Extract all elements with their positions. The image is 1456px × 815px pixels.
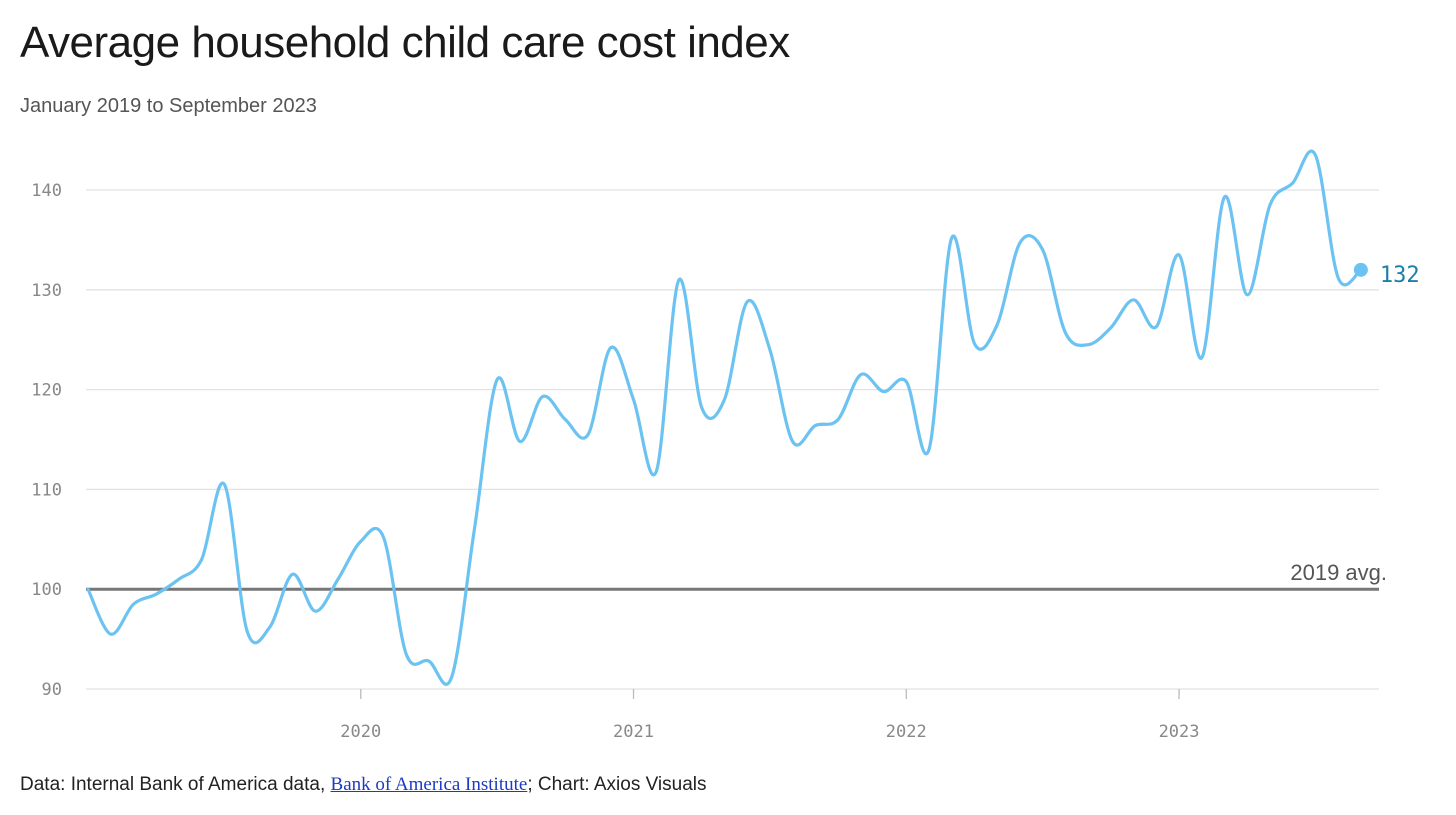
credit-text: ; Chart: Axios Visuals — [527, 774, 707, 795]
x-tick-label: 2020 — [340, 722, 381, 742]
y-tick-label: 130 — [31, 281, 62, 301]
source-text: Data: Internal Bank of America data, — [20, 774, 331, 795]
x-tick-label: 2023 — [1159, 722, 1200, 742]
y-tick-label: 110 — [31, 480, 62, 500]
y-tick-label: 90 — [42, 680, 62, 700]
x-tick-label: 2021 — [613, 722, 654, 742]
source-link[interactable]: Bank of America Institute — [330, 774, 528, 795]
chart-title: Average household child care cost index — [20, 18, 790, 67]
series-group: 132 — [86, 149, 1420, 686]
source-footer: Data: Internal Bank of America data, Ban… — [20, 774, 707, 796]
y-tick-label: 120 — [31, 381, 62, 401]
y-tick-label: 140 — [31, 181, 62, 201]
end-point-marker — [1353, 262, 1368, 277]
x-axis: 2020 2021 2022 2023 — [340, 689, 1200, 742]
x-tick-label: 2022 — [886, 722, 927, 742]
series-line — [86, 149, 1363, 686]
y-tick-label: 100 — [31, 580, 62, 600]
reference-line-label: 2019 avg. — [1290, 560, 1387, 585]
end-value-label: 132 — [1380, 263, 1420, 288]
chart-subtitle: January 2019 to September 2023 — [20, 95, 317, 117]
reference-line-group: 2019 avg. — [86, 560, 1387, 591]
grid-lines: 90 100 110 120 130 140 — [31, 181, 1379, 700]
